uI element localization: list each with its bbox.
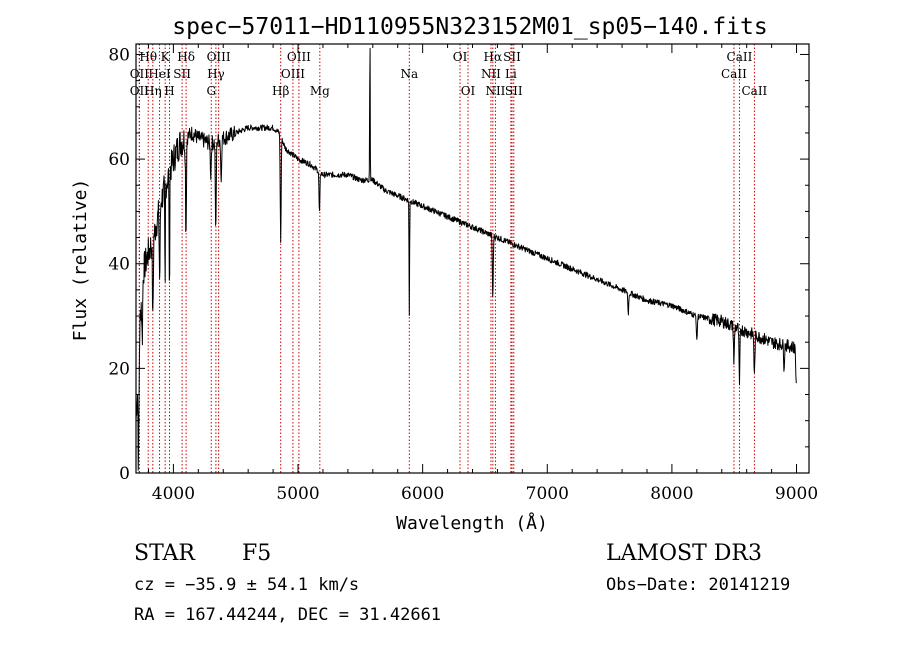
y-axis-ticks: 0 20 40 60 80 (108, 45, 809, 484)
y-axis-label: Flux (relative) (70, 179, 91, 342)
line-label: Na (400, 67, 418, 81)
survey-name: LAMOST DR3 (606, 541, 762, 566)
line-label: Hγ (207, 67, 225, 81)
y-tick-label: 80 (108, 45, 130, 65)
x-axis-ticks: 4000 5000 6000 7000 8000 9000 (147, 44, 818, 504)
line-label: OII (130, 67, 150, 81)
line-label: CaII (741, 84, 767, 98)
x-tick-label: 9000 (775, 484, 818, 504)
line-label: CaII (727, 50, 753, 64)
x-tick-label: 5000 (276, 484, 319, 504)
x-axis-label: Wavelength (Å) (396, 512, 548, 534)
spectral-line-labels: Hθ OII OII K HeI Hη H SII Hδ OIII Hγ G Hβ OIII OIII Mg N… (130, 50, 768, 98)
object-class: STAR (134, 541, 196, 566)
line-label: OIII (281, 67, 305, 81)
line-label: Hθ (139, 50, 157, 64)
line-label: OI (461, 84, 476, 98)
line-label: CaII (721, 67, 747, 81)
y-tick-label: 60 (108, 150, 130, 170)
object-subclass: F5 (242, 541, 271, 566)
y-tick-label: 0 (119, 464, 130, 484)
y-tick-label: 20 (108, 359, 130, 379)
spectral-line-markers (138, 44, 755, 473)
x-tick-label: 6000 (401, 484, 444, 504)
line-label: Li (505, 67, 517, 81)
line-label: Mg (310, 84, 330, 98)
x-tick-label: 7000 (526, 484, 569, 504)
redshift-cz: cz = −35.9 ± 54.1 km/s (134, 575, 359, 595)
coordinates: RA = 167.44244, DEC = 31.42661 (134, 605, 441, 625)
line-label: HeI (148, 67, 171, 81)
plot-frame (135, 43, 810, 474)
line-label: Hα (484, 50, 503, 64)
line-label: G (206, 84, 216, 98)
spectrum-trace (135, 47, 797, 471)
line-label: OII (130, 84, 150, 98)
x-tick-label: 4000 (152, 484, 195, 504)
line-label: NII (485, 84, 505, 98)
line-label: SII (503, 50, 521, 64)
line-label: Hβ (272, 84, 289, 98)
y-tick-label: 40 (108, 255, 130, 275)
line-label: SII (173, 67, 191, 81)
line-label: OIII (287, 50, 311, 64)
chart-title: spec−57011−HD110955N323152M01_sp05−140.f… (172, 14, 767, 40)
x-tick-label: 8000 (650, 484, 693, 504)
line-label: OI (453, 50, 468, 64)
line-label: K (161, 50, 171, 64)
observation-date: Obs−Date: 20141219 (606, 575, 790, 595)
line-label: Hδ (177, 50, 195, 64)
line-label: NII (481, 67, 501, 81)
line-label: OIII (207, 50, 231, 64)
line-label: SII (505, 84, 523, 98)
line-label: Hη (144, 84, 162, 98)
line-label: H (164, 84, 174, 98)
